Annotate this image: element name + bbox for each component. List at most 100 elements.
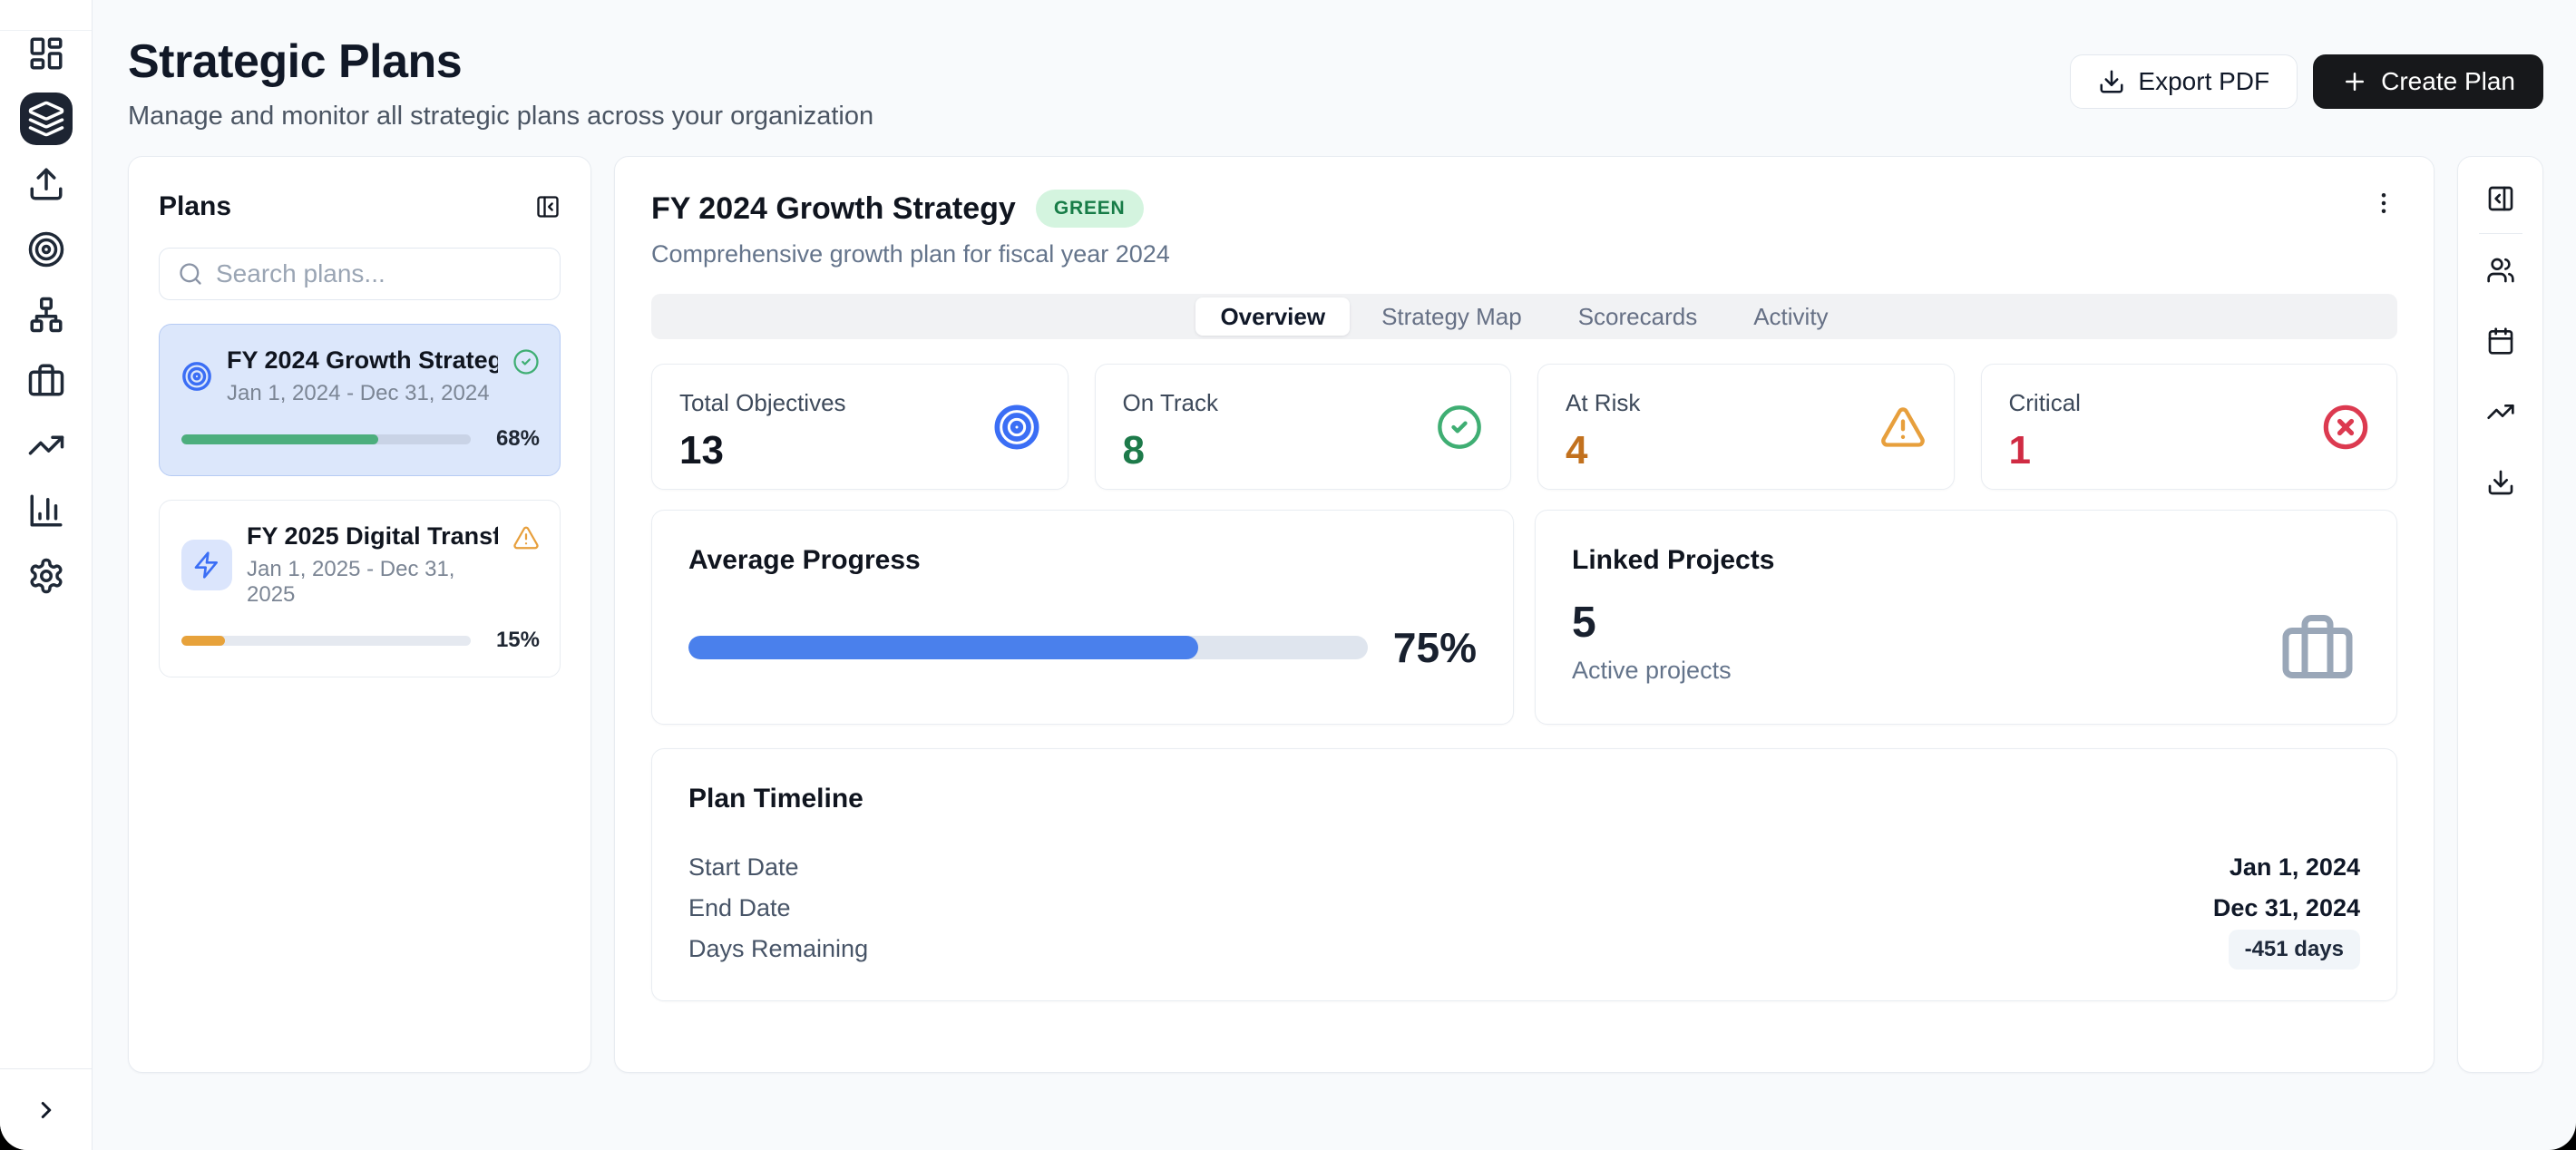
x-circle-icon: [2322, 404, 2369, 451]
nav-reports-button[interactable]: [20, 484, 73, 537]
create-plan-button[interactable]: Create Plan: [2313, 54, 2543, 109]
page-header: Strategic Plans Manage and monitor all s…: [128, 33, 2543, 132]
expand-sidebar-button[interactable]: [33, 1096, 60, 1124]
briefcase-icon: [27, 361, 65, 399]
more-vertical-icon: [2370, 190, 2397, 217]
page-title: Strategic Plans: [128, 35, 463, 88]
target-icon: [181, 361, 212, 392]
stats-row: Total Objectives 13 On Track 8 At Risk 4: [651, 364, 2397, 490]
plan-name: FY 2024 Growth Strategy: [227, 346, 498, 374]
plan-timeline-card: Plan Timeline Start Date Jan 1, 2024 End…: [651, 748, 2397, 1001]
nav-settings-button[interactable]: [20, 550, 73, 602]
plans-panel: Plans FY 2024 Growth Strategy J: [128, 156, 591, 1073]
search-icon: [178, 261, 203, 287]
stat-total-objectives: Total Objectives 13: [651, 364, 1068, 490]
stat-value: 1: [2008, 428, 2031, 473]
right-icon-rail: [2457, 156, 2543, 1073]
plan-detail-card: FY 2024 Growth Strategy GREEN Comprehens…: [614, 156, 2435, 1073]
timeline-label: End Date: [688, 894, 791, 921]
linked-projects-title: Linked Projects: [1572, 545, 1775, 575]
plus-icon: [2341, 68, 2368, 95]
stat-value: 8: [1122, 428, 1145, 473]
left-icon-rail: [0, 0, 93, 1150]
briefcase-icon: [2279, 609, 2356, 685]
plan-progress-fill: [181, 635, 225, 646]
detail-tabs: Overview Strategy Map Scorecards Activit…: [651, 294, 2397, 339]
header-actions: Export PDF Create Plan: [2070, 54, 2543, 109]
right-rail-calendar-button[interactable]: [2479, 319, 2522, 363]
timeline-value: Dec 31, 2024: [2212, 894, 2360, 921]
nav-projects-button[interactable]: [20, 354, 73, 406]
panel-right-close-icon: [2486, 184, 2515, 213]
plan-detail-subtitle: Comprehensive growth plan for fiscal yea…: [651, 240, 1170, 268]
download-icon: [2486, 468, 2515, 497]
plan-dates: Jan 1, 2024 - Dec 31, 2024: [227, 381, 490, 405]
nav-objectives-button[interactable]: [20, 223, 73, 276]
stat-at-risk: At Risk 4: [1537, 364, 1955, 490]
plan-progress-percent: 68%: [495, 426, 540, 451]
target-icon: [27, 230, 65, 268]
plans-search-box: [159, 248, 561, 300]
rail-bottom-section: [0, 1068, 92, 1150]
plan-menu-button[interactable]: [2370, 190, 2397, 217]
stat-on-track: On Track 8: [1094, 364, 1511, 490]
nav-trends-button[interactable]: [20, 419, 73, 472]
create-plan-label: Create Plan: [2381, 67, 2515, 95]
collapse-right-rail-button[interactable]: [2479, 177, 2522, 220]
trending-up-icon: [27, 426, 65, 464]
stat-label: On Track: [1122, 389, 1218, 416]
timeline-label: Start Date: [688, 853, 799, 881]
plan-list-item-fy2025[interactable]: FY 2025 Digital Transforma... Jan 1, 202…: [159, 500, 561, 677]
plan-progress-percent: 15%: [495, 628, 540, 652]
timeline-label: Days Remaining: [688, 935, 869, 962]
linked-projects-card: Linked Projects 5 Active projects: [1535, 510, 2397, 725]
nav-strategic-plans-button[interactable]: [19, 93, 73, 145]
right-rail-trends-button[interactable]: [2479, 390, 2522, 434]
plan-progress-fill: [181, 434, 378, 444]
right-rail-users-button[interactable]: [2479, 249, 2522, 292]
timeline-row-days-remaining: Days Remaining -451 days: [688, 929, 2360, 970]
plans-panel-title: Plans: [159, 191, 232, 221]
timeline-value: Jan 1, 2024: [2229, 853, 2360, 881]
check-circle-icon: [512, 348, 540, 375]
tab-overview[interactable]: Overview: [1195, 297, 1351, 336]
tab-scorecards[interactable]: Scorecards: [1554, 297, 1722, 336]
upload-icon: [27, 165, 65, 203]
plan-detail-title: FY 2024 Growth Strategy: [651, 190, 1016, 226]
linked-projects-caption: Active projects: [1572, 657, 1732, 684]
settings-gear-icon: [27, 557, 65, 595]
page-subtitle: Manage and monitor all strategic plans a…: [128, 102, 874, 131]
tab-activity[interactable]: Activity: [1729, 297, 1852, 336]
average-progress-title: Average Progress: [688, 545, 921, 575]
bar-chart-icon: [27, 492, 65, 530]
status-badge: GREEN: [1035, 190, 1144, 228]
export-pdf-button[interactable]: Export PDF: [2070, 54, 2298, 109]
stat-label: At Risk: [1566, 389, 1641, 416]
collapse-plans-panel-button[interactable]: [535, 194, 561, 219]
export-pdf-label: Export PDF: [2138, 67, 2270, 95]
stat-label: Total Objectives: [679, 389, 846, 416]
trending-up-icon: [2486, 397, 2515, 426]
layers-icon: [27, 100, 65, 138]
plans-search-input[interactable]: [216, 259, 542, 288]
right-rail-download-button[interactable]: [2479, 461, 2522, 504]
alert-triangle-icon: [1879, 404, 1927, 451]
stat-critical: Critical 1: [1980, 364, 2397, 490]
right-rail-divider: [2478, 233, 2522, 234]
nav-org-chart-button[interactable]: [20, 288, 73, 341]
nav-upload-button[interactable]: [20, 158, 73, 210]
plan-list-item-fy2024[interactable]: FY 2024 Growth Strategy Jan 1, 2024 - De…: [159, 324, 561, 476]
nav-dashboard-button[interactable]: [20, 27, 73, 80]
plan-progress-track: [181, 635, 471, 646]
rail-top-divider: [0, 30, 92, 31]
plan-progress-track: [181, 434, 471, 444]
download-icon: [2098, 68, 2125, 95]
average-progress-fill: [688, 636, 1198, 659]
plan-timeline-title: Plan Timeline: [688, 784, 864, 814]
calendar-icon: [2486, 326, 2515, 356]
timeline-row-end-date: End Date Dec 31, 2024: [688, 888, 2360, 929]
stat-value: 13: [679, 428, 724, 473]
check-circle-icon: [1436, 404, 1483, 451]
tab-strategy-map[interactable]: Strategy Map: [1357, 297, 1547, 336]
